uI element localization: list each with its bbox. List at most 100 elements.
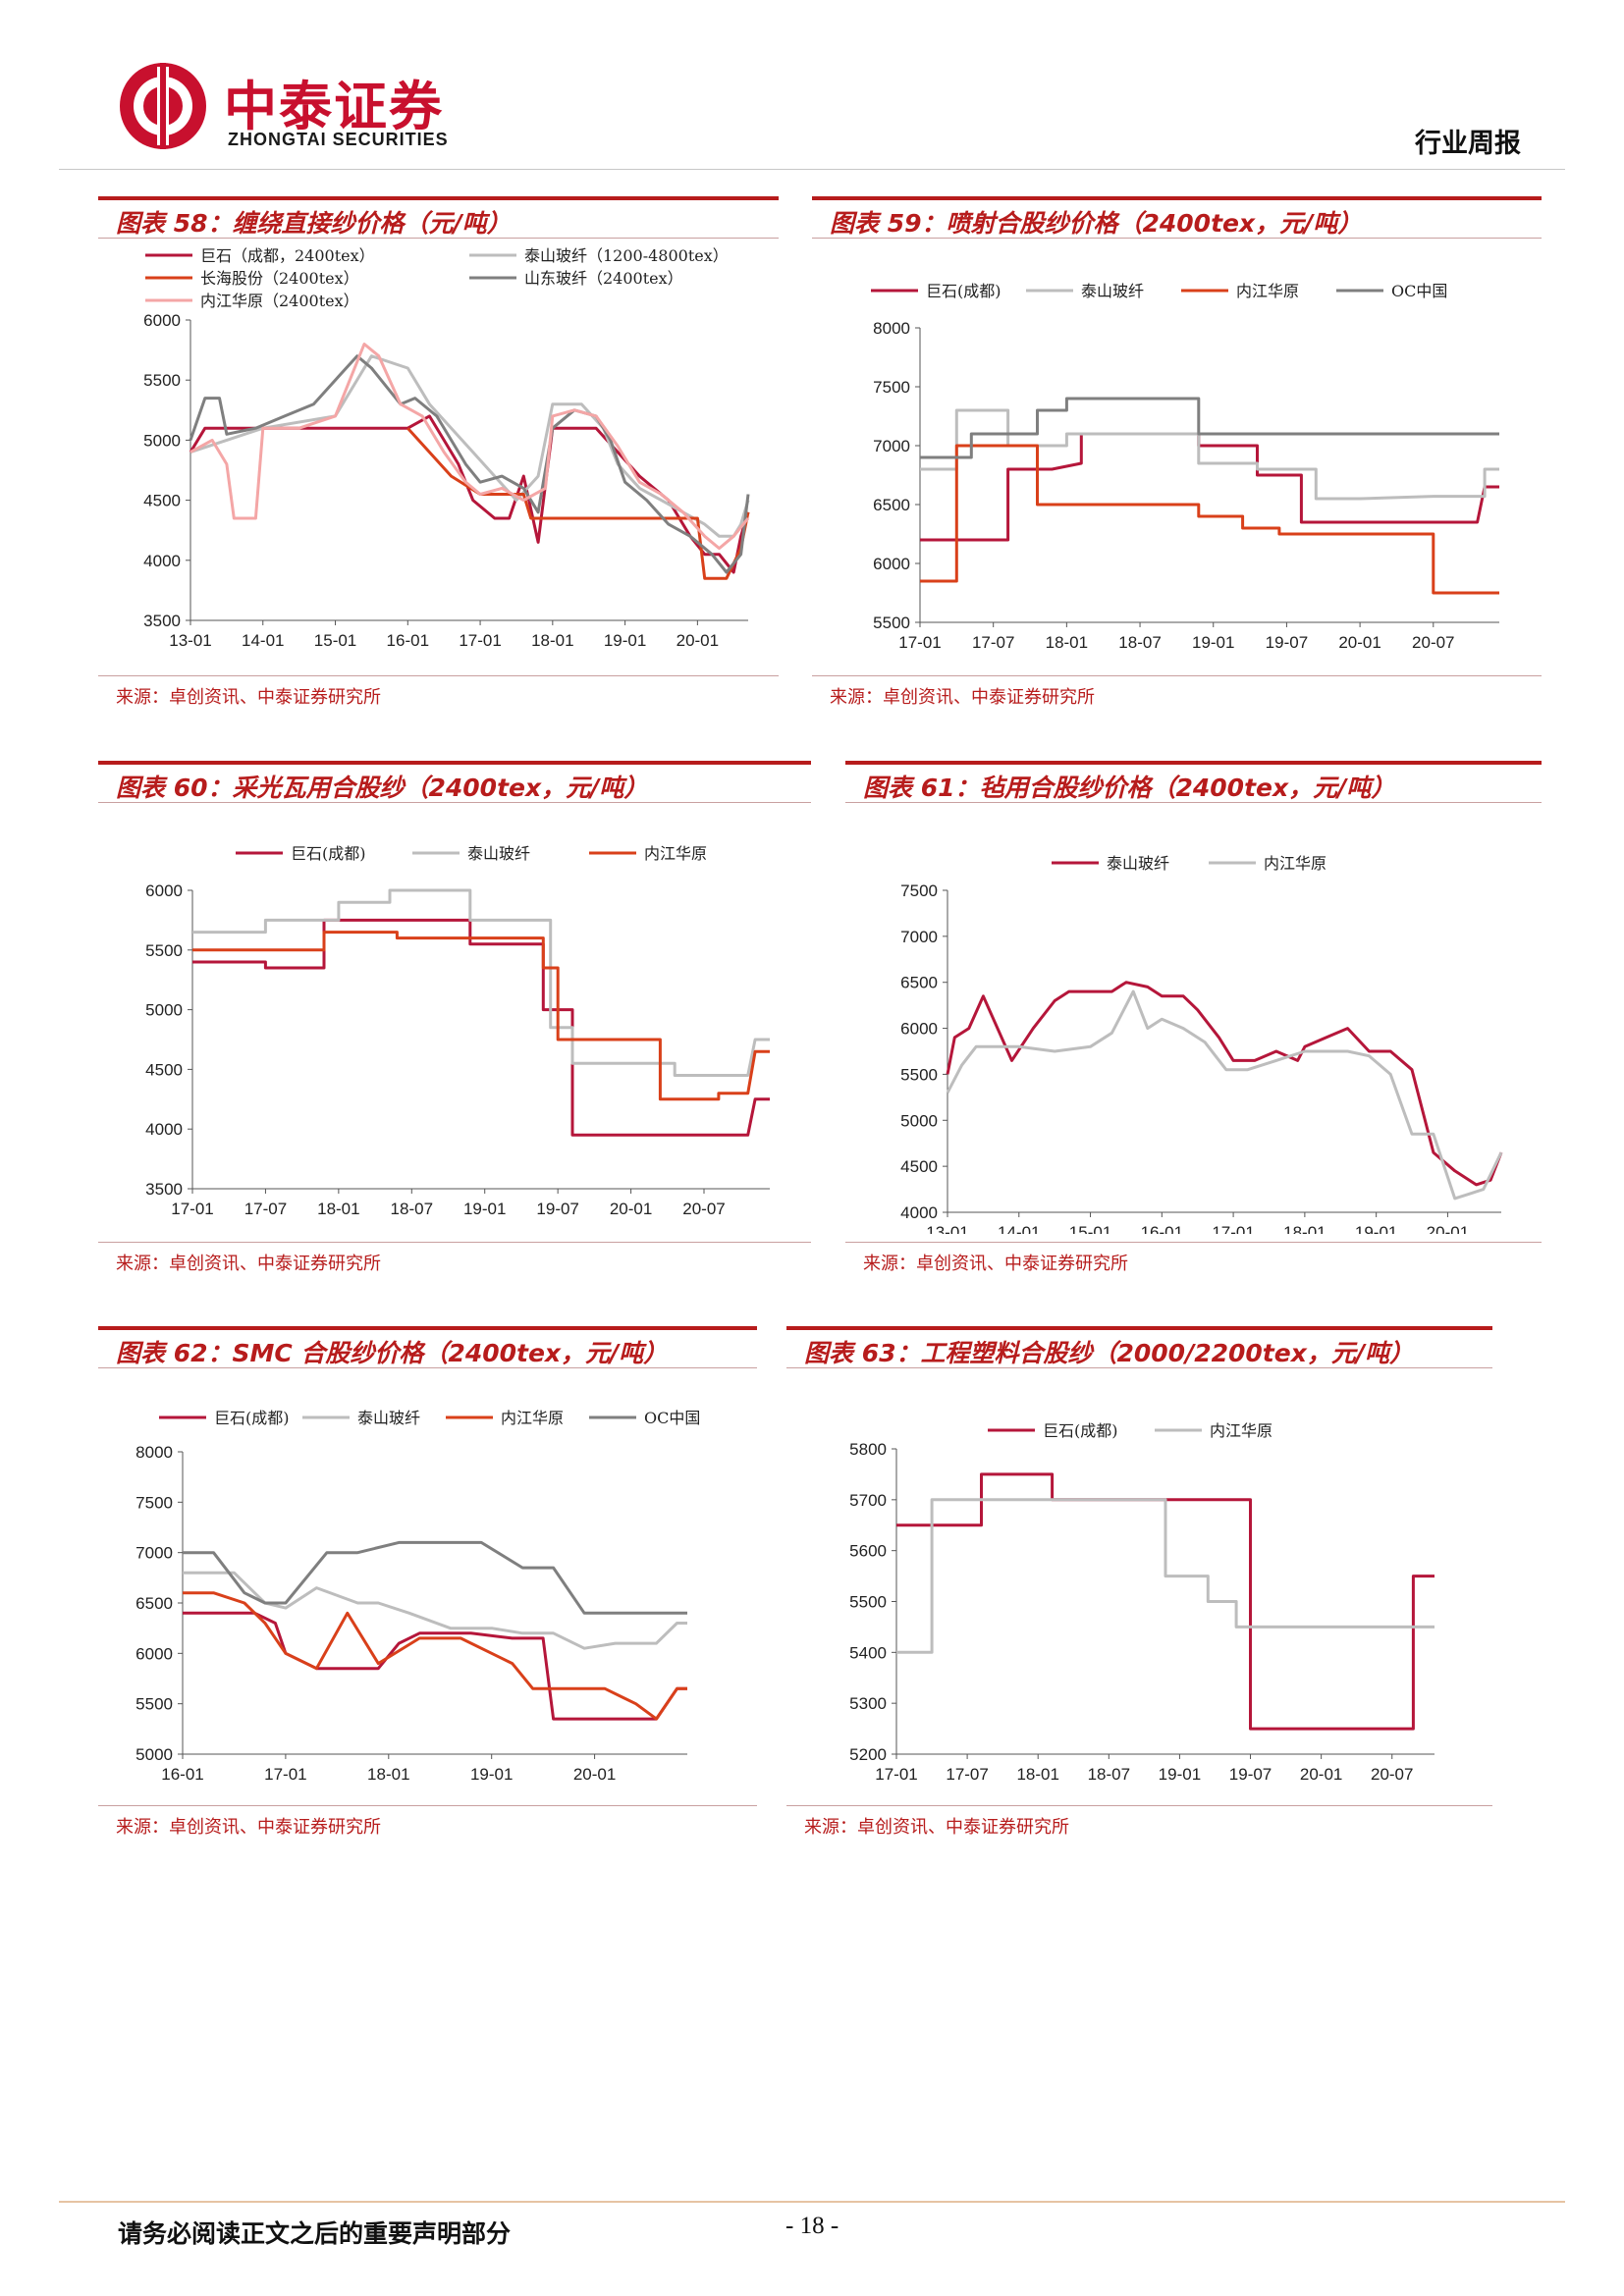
x-tick-label: 16-01 xyxy=(1141,1223,1183,1234)
y-tick-label: 5500 xyxy=(849,1593,887,1612)
series-line-1 xyxy=(946,981,1503,1187)
legend-label: 内江华原 xyxy=(1264,854,1326,873)
chart-title-bar: 图表 59：喷射合股纱价格（2400tex，元/吨） xyxy=(812,196,1542,239)
series-line-2 xyxy=(896,1498,1435,1654)
chart-63: 5200 5300 5400 5500 5600 5700 5800 17-01 17-07 18… xyxy=(849,1421,1435,1784)
y-tick-label: 5000 xyxy=(143,431,181,450)
y-tick-label: 8000 xyxy=(873,319,910,338)
y-tick-label: 5000 xyxy=(145,1001,183,1020)
series-line-2 xyxy=(192,888,770,1077)
chart-title: 图表 59：喷射合股纱价格（2400tex，元/吨） xyxy=(830,209,1363,238)
x-tick-label: 19-01 xyxy=(463,1200,506,1218)
legend-label: 巨石(成都) xyxy=(926,282,1001,300)
chart-title: 图表 63：工程塑料合股纱（2000/2200tex，元/吨） xyxy=(804,1339,1414,1367)
chart-title-bar: 图表 61：毡用合股纱价格（2400tex，元/吨） xyxy=(845,761,1542,803)
x-tick-label: 17-07 xyxy=(244,1200,287,1218)
source-divider xyxy=(845,1242,1542,1243)
series-line-2 xyxy=(920,408,1499,501)
y-tick-label: 6000 xyxy=(143,311,181,330)
x-tick-label: 14-01 xyxy=(242,631,284,650)
y-tick-label: 4000 xyxy=(145,1120,183,1139)
y-tick-label: 6500 xyxy=(135,1594,173,1613)
source-divider xyxy=(812,675,1542,676)
y-tick-label: 7500 xyxy=(900,881,938,900)
series-line-4 xyxy=(189,354,750,574)
y-tick-label: 3500 xyxy=(145,1180,183,1199)
series-line-1 xyxy=(920,432,1499,542)
y-tick-label: 5000 xyxy=(135,1745,173,1764)
legend-label: 长海股份（2400tex） xyxy=(200,269,359,288)
x-tick-label: 17-07 xyxy=(946,1765,988,1784)
legend-label: 巨石(成都) xyxy=(214,1409,290,1427)
chart-60: 3500 4000 4500 5000 5500 6000 17-01 17-07 18-01 1… xyxy=(145,844,770,1218)
chart-title-bar: 图表 63：工程塑料合股纱（2000/2200tex，元/吨） xyxy=(786,1326,1492,1368)
y-tick-label: 7000 xyxy=(900,928,938,946)
legend-label: 泰山玻纤 xyxy=(467,844,530,863)
y-tick-label: 5500 xyxy=(145,941,183,960)
y-tick-label: 7500 xyxy=(873,378,910,397)
y-tick-label: 7500 xyxy=(135,1493,173,1512)
chart-title-bar: 图表 60：采光瓦用合股纱（2400tex，元/吨） xyxy=(98,761,811,803)
chart-title: 图表 58：缠绕直接纱价格（元/吨） xyxy=(116,209,512,238)
series-line-1 xyxy=(189,414,750,574)
y-tick-label: 5500 xyxy=(135,1695,173,1714)
source-divider xyxy=(98,675,779,676)
y-tick-label: 6500 xyxy=(873,496,910,514)
y-tick-label: 5400 xyxy=(849,1643,887,1662)
legend-label: 巨石(成都) xyxy=(1043,1421,1118,1440)
chart-source: 来源：卓创资讯、中泰证券研究所 xyxy=(804,1817,1069,1838)
series-line-2 xyxy=(946,989,1503,1201)
series-line-1 xyxy=(183,1611,687,1721)
legend-label: 山东玻纤（2400tex） xyxy=(524,269,683,288)
chart-panel-63: 图表 63：工程塑料合股纱（2000/2200tex，元/吨） 5200 5300… xyxy=(786,1326,1492,1846)
series-line-1 xyxy=(192,918,770,1137)
x-tick-label: 18-01 xyxy=(1016,1765,1058,1784)
x-tick-label: 18-01 xyxy=(317,1200,359,1218)
x-tick-label: 19-07 xyxy=(1266,633,1308,652)
y-tick-label: 5500 xyxy=(900,1065,938,1084)
x-tick-label: 19-01 xyxy=(604,631,646,650)
legend-label: 泰山玻纤 xyxy=(1081,282,1144,300)
zhongtai-logo-icon xyxy=(120,63,206,149)
series-line-4 xyxy=(183,1540,687,1615)
x-tick-label: 19-01 xyxy=(1159,1765,1201,1784)
x-tick-label: 20-01 xyxy=(1427,1223,1469,1234)
x-tick-label: 19-07 xyxy=(536,1200,578,1218)
x-tick-label: 18-07 xyxy=(1118,633,1161,652)
series-line-3 xyxy=(183,1591,687,1721)
y-tick-label: 6000 xyxy=(145,881,183,900)
x-tick-label: 15-01 xyxy=(1069,1223,1111,1234)
page-number: - 18 - xyxy=(785,2213,839,2239)
y-tick-label: 5500 xyxy=(143,371,181,390)
y-tick-label: 6000 xyxy=(900,1020,938,1039)
chart-61: 4000 4500 5000 5500 6000 6500 7000 7500 13-01 14-… xyxy=(900,854,1503,1234)
report-type: 行业周报 xyxy=(1415,129,1521,159)
legend-label: 内江华原 xyxy=(1210,1421,1272,1440)
y-tick-label: 4500 xyxy=(145,1060,183,1079)
legend-label: OC中国 xyxy=(644,1409,700,1427)
x-tick-label: 17-01 xyxy=(875,1765,917,1784)
legend-label: 泰山玻纤 xyxy=(1107,854,1169,873)
series-line-2 xyxy=(189,354,750,538)
y-tick-label: 8000 xyxy=(135,1443,173,1462)
legend-label: 内江华原（2400tex） xyxy=(200,292,359,310)
x-tick-label: 20-01 xyxy=(1338,633,1380,652)
x-tick-label: 19-01 xyxy=(1355,1223,1397,1234)
y-tick-label: 4000 xyxy=(900,1203,938,1222)
y-tick-label: 4500 xyxy=(900,1157,938,1176)
x-tick-label: 16-01 xyxy=(161,1765,203,1784)
x-tick-label: 18-07 xyxy=(391,1200,433,1218)
y-tick-label: 5000 xyxy=(900,1111,938,1130)
x-tick-label: 20-01 xyxy=(1300,1765,1342,1784)
y-tick-label: 7000 xyxy=(873,437,910,455)
footer-disclaimer: 请务必阅读正文之后的重要声明部分 xyxy=(118,2219,512,2248)
x-tick-label: 19-01 xyxy=(470,1765,513,1784)
x-tick-label: 16-01 xyxy=(387,631,429,650)
y-tick-label: 5700 xyxy=(849,1491,887,1510)
x-tick-label: 20-01 xyxy=(573,1765,616,1784)
source-divider xyxy=(98,1242,811,1243)
chart-62: 5000 5500 6000 6500 7000 7500 8000 16-01 17-01 18… xyxy=(135,1409,700,1784)
y-tick-label: 6000 xyxy=(135,1644,173,1663)
y-tick-label: 5500 xyxy=(873,614,910,632)
x-tick-label: 13-01 xyxy=(169,631,211,650)
